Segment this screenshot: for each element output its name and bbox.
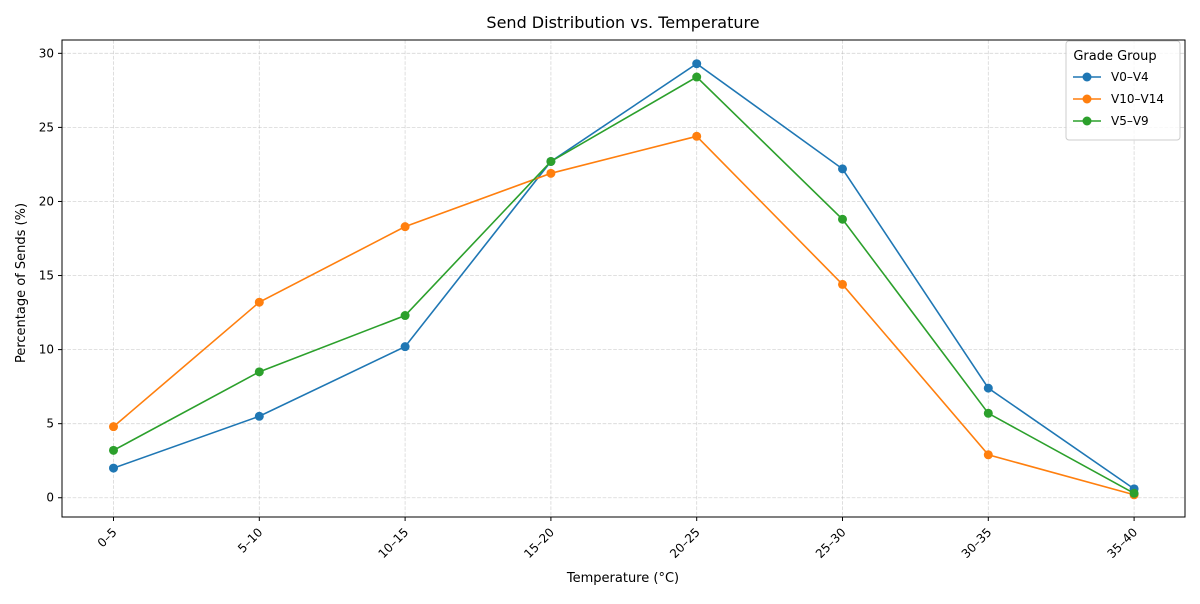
y-tick-label: 0	[46, 491, 54, 505]
y-tick-label: 10	[39, 343, 54, 357]
series-line	[113, 62, 1135, 490]
data-point	[838, 214, 847, 224]
x-tick-label: 25–30	[813, 525, 849, 561]
data-point	[983, 450, 993, 460]
legend-label: V5–V9	[1111, 114, 1149, 128]
data-point	[983, 408, 993, 418]
series-3	[109, 72, 1139, 498]
data-point	[692, 59, 702, 69]
data-point	[109, 463, 118, 473]
y-tick-label: 5	[46, 417, 54, 431]
plot-frame	[61, 39, 1186, 518]
series-layer	[109, 59, 1139, 500]
data-point	[254, 367, 264, 377]
y-tick-label: 30	[39, 46, 54, 60]
series-line	[112, 135, 1135, 496]
x-tick-label: 15–20	[521, 525, 557, 561]
data-point	[838, 164, 847, 174]
legend-title: Grade Group	[1073, 49, 1156, 64]
y-tick-label: 25	[39, 120, 54, 134]
y-tick-label: 15	[39, 269, 54, 283]
data-point	[692, 72, 702, 82]
data-point	[109, 445, 118, 455]
data-point	[400, 222, 410, 232]
x-tick-label: 10–15	[375, 525, 411, 561]
data-point	[400, 342, 410, 352]
axes: 0–5 5–10 10–15 15–20 20–25 25–30 30–35 35–40 0 5 1…	[39, 39, 1186, 561]
y-tick-label: 20	[39, 194, 54, 208]
y-axis-label: Percentage of Sends (%)	[14, 203, 29, 363]
series-1	[109, 59, 1139, 494]
data-point	[546, 156, 556, 166]
series-line	[113, 76, 1135, 494]
data-point	[692, 131, 702, 141]
legend-marker	[1082, 116, 1092, 126]
data-point	[838, 279, 847, 289]
x-tick-label: 20–25	[667, 525, 703, 561]
x-axis-label: Temperature (°C)	[566, 571, 679, 586]
data-point	[1129, 488, 1139, 498]
grid	[62, 40, 1185, 517]
data-point	[400, 311, 410, 321]
legend-marker	[1082, 94, 1092, 104]
data-point	[254, 411, 264, 421]
data-point	[983, 383, 993, 393]
x-tick-label: 5–10	[235, 525, 265, 555]
series-2	[109, 131, 1139, 500]
data-point	[254, 297, 264, 307]
legend-label: V0–V4	[1111, 70, 1149, 84]
chart-title: Send Distribution vs. Temperature	[486, 13, 759, 32]
data-point	[109, 422, 118, 432]
x-tick-label: 0–5	[95, 525, 120, 550]
legend-frame	[1065, 40, 1181, 141]
data-point	[546, 168, 556, 178]
legend: Grade Group V0–V4 V10–V14 V5–V9	[1065, 40, 1181, 141]
legend-label: V10–V14	[1111, 92, 1164, 106]
x-tick-label: 35–40	[1104, 525, 1140, 561]
x-tick-label: 30–35	[959, 525, 995, 561]
legend-marker	[1082, 72, 1092, 82]
